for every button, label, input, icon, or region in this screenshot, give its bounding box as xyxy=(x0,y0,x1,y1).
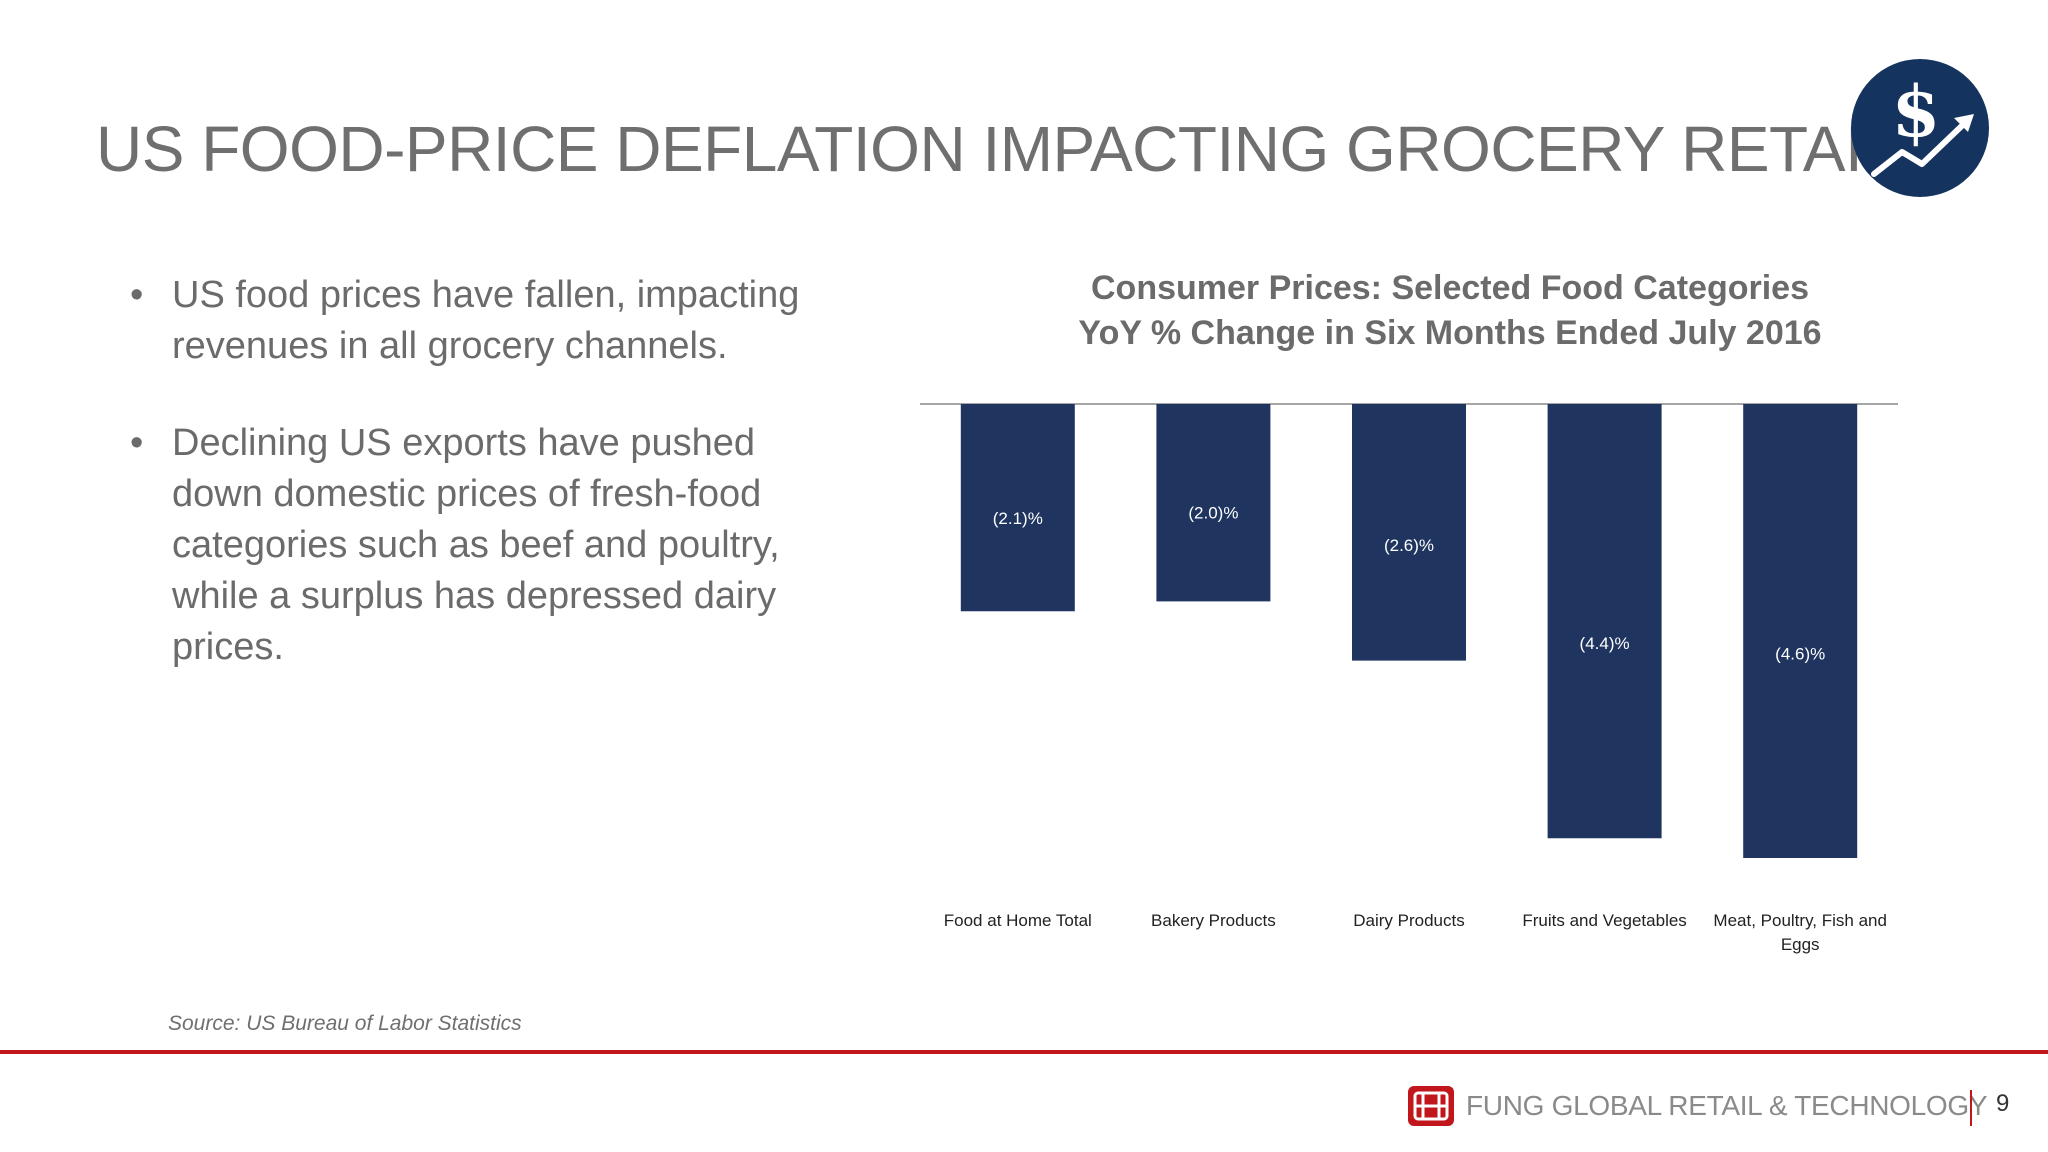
bar-chart: (2.1)% Food at Home Total (2.0)% Bakery Pro… xyxy=(920,403,1898,954)
chart-subtitle: YoY % Change in Six Months Ended July 20… xyxy=(1078,314,1822,352)
fung-group-logo-icon xyxy=(1408,1086,1454,1126)
category-label: Bakery Products xyxy=(1151,911,1276,930)
bar xyxy=(1743,404,1858,858)
category-label: Fruits and Vegetables xyxy=(1522,911,1686,930)
data-label: (2.1)% xyxy=(993,509,1043,528)
page-number: 9 xyxy=(1996,1090,2010,1117)
bullet-text: US food prices have fallen, impacting re… xyxy=(172,274,800,367)
brand-name: FUNG GLOBAL RETAIL & TECHNOLOGY xyxy=(1466,1090,1988,1121)
bar xyxy=(1156,404,1271,602)
svg-text:$: $ xyxy=(1892,70,1941,153)
chart-title: Consumer Prices: Selected Food Categorie… xyxy=(1091,269,1809,307)
category-label: Food at Home Total xyxy=(944,911,1092,930)
bullet-item: • US food prices have fallen, impacting r… xyxy=(130,274,800,367)
dollar-growth-icon: $ xyxy=(1851,59,1989,197)
data-label: (4.4)% xyxy=(1580,634,1630,653)
bullet-list: • US food prices have fallen, impacting r… xyxy=(128,270,828,719)
data-label: (2.0)% xyxy=(1188,504,1238,523)
bullet-text: Declining US exports have pushed down do… xyxy=(172,422,780,668)
category-label: Dairy Products xyxy=(1353,911,1464,930)
bar xyxy=(960,404,1075,612)
source-note: Source: US Bureau of Labor Statistics xyxy=(168,1012,522,1035)
category-label: Meat, Poultry, Fish and Eggs xyxy=(1713,911,1887,954)
bullet-item: • Declining US exports have pushed down d… xyxy=(130,422,780,668)
data-label: (4.6)% xyxy=(1775,645,1825,664)
bar xyxy=(1547,404,1662,839)
footer-divider xyxy=(0,1050,2048,1054)
page-title: US FOOD-PRICE DEFLATION IMPACTING GROCER… xyxy=(96,113,1898,185)
footer-separator xyxy=(1970,1090,1972,1126)
bar xyxy=(1352,404,1466,661)
data-label: (2.6)% xyxy=(1384,536,1434,555)
